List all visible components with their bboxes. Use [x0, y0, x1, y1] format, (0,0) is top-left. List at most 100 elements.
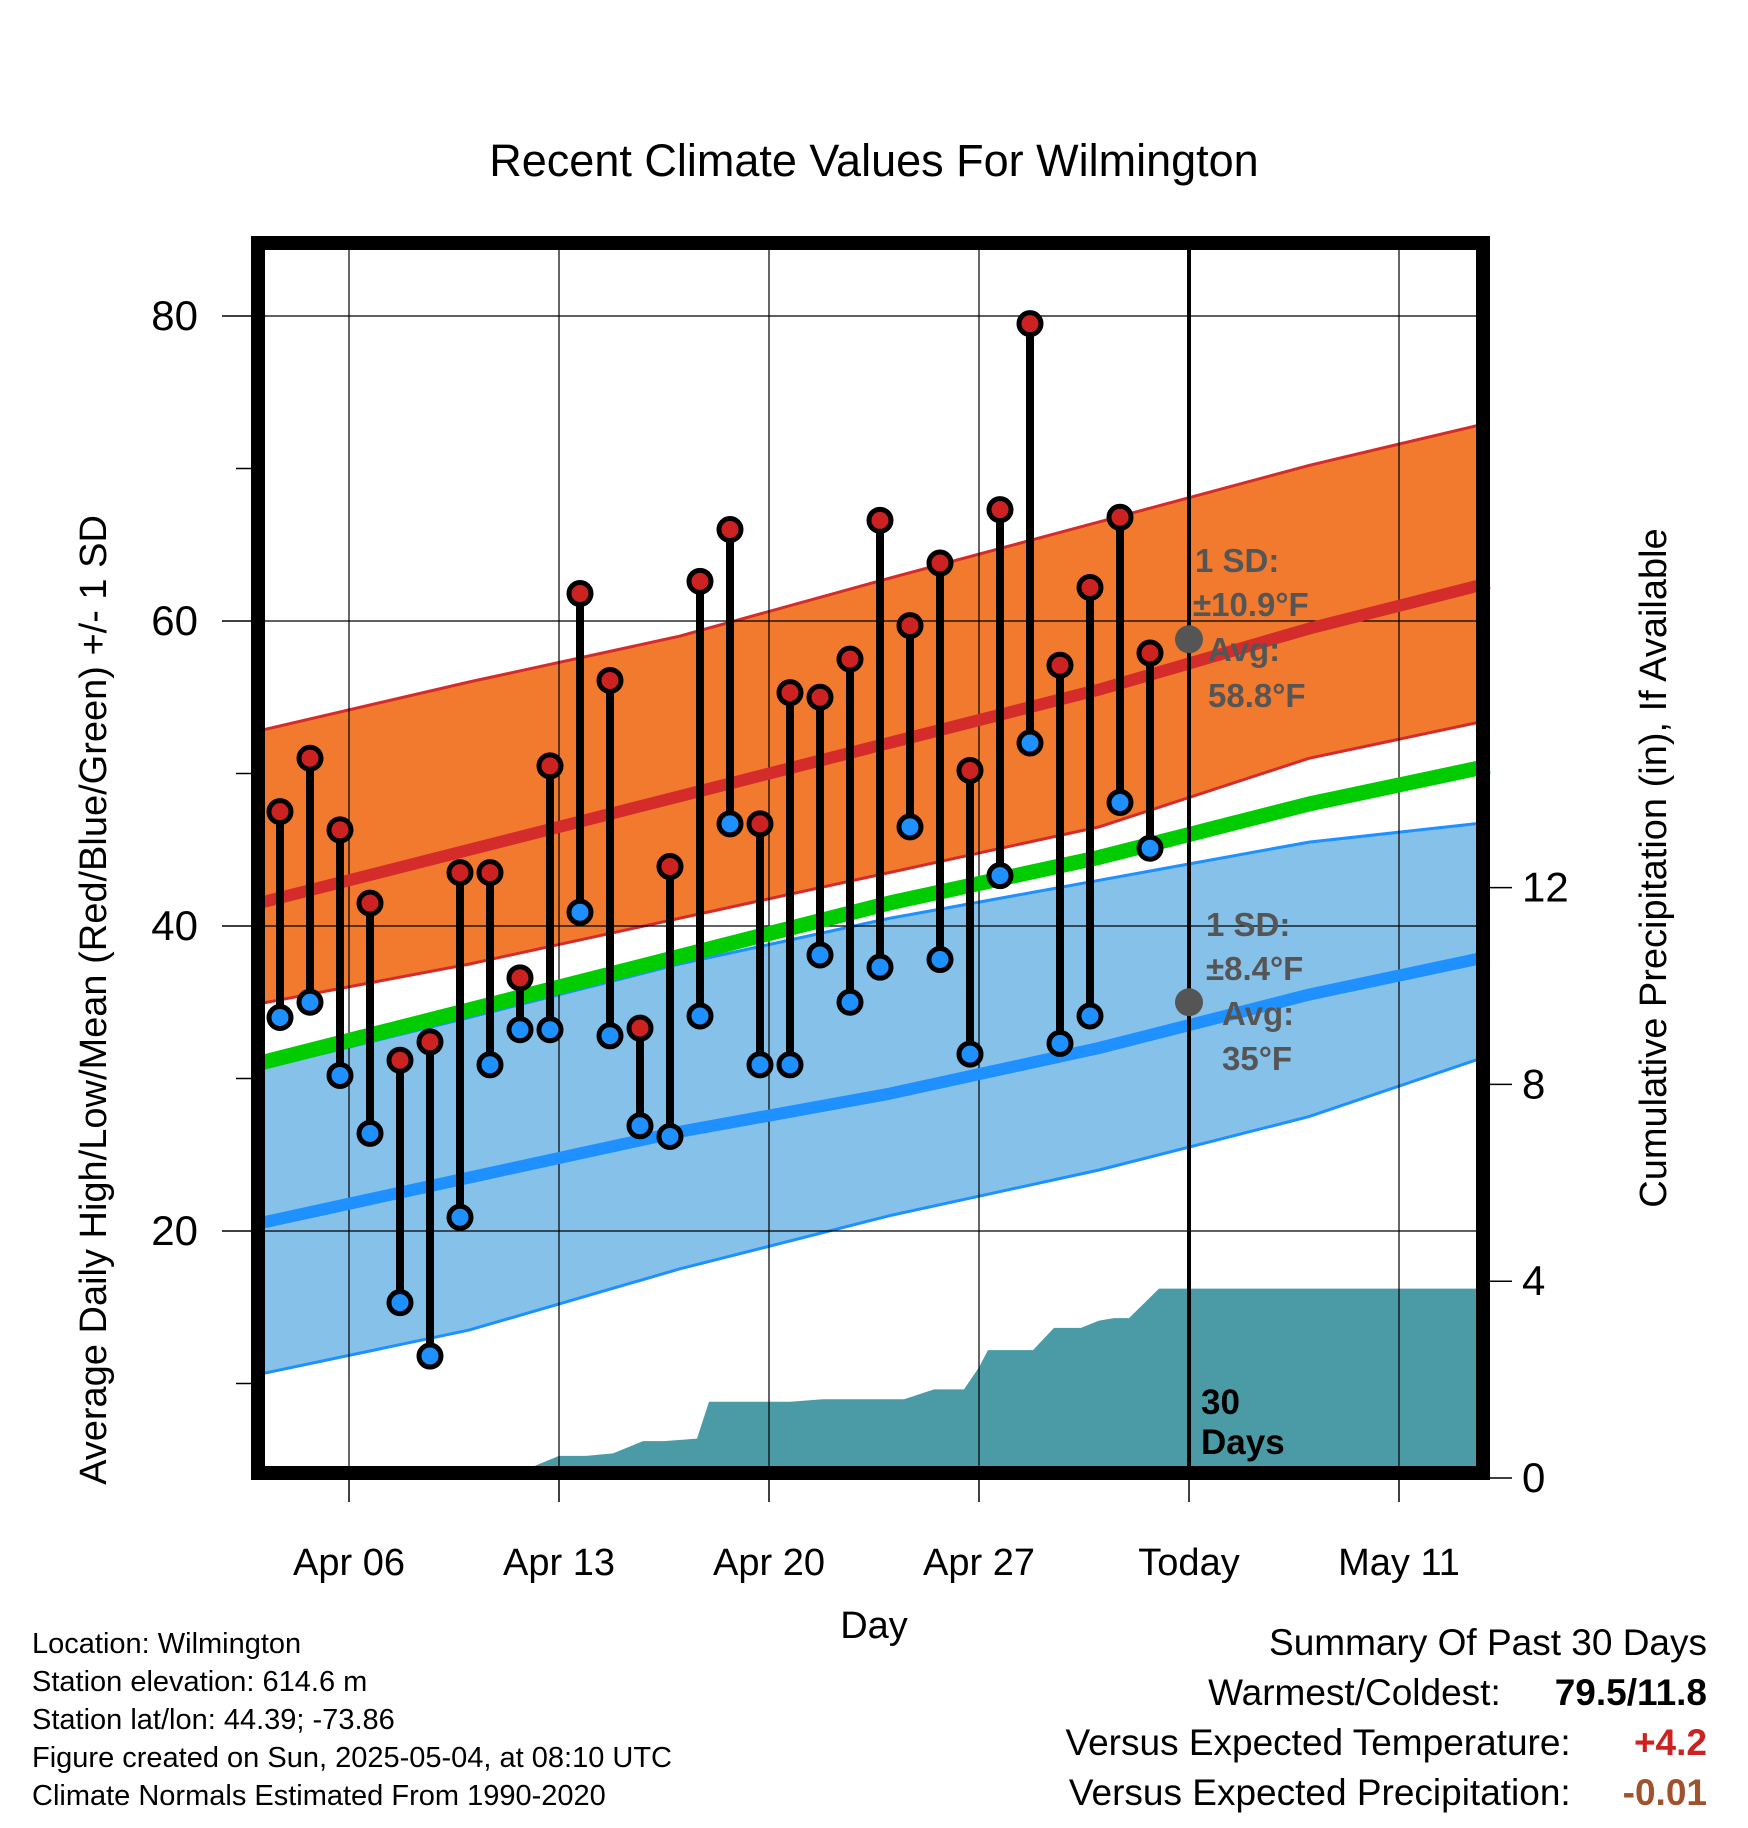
- daily-high-point: [836, 645, 864, 673]
- daily-low-point: [566, 898, 594, 926]
- daily-low-point: [626, 1112, 654, 1140]
- daily-high-point: [506, 964, 534, 992]
- daily-obs-10: [536, 752, 564, 1044]
- daily-high-point: [356, 889, 384, 917]
- daily-obs-29: [1106, 503, 1134, 816]
- daily-high-point: [686, 567, 714, 595]
- summary-warmest-value: 79.5/11.8: [1554, 1672, 1707, 1713]
- daily-obs-20: [836, 645, 864, 1016]
- daily-low-point: [866, 953, 894, 981]
- x-tick-label-2: Apr 13: [503, 1542, 615, 1584]
- low-avg-value: 35°F: [1222, 1040, 1292, 1077]
- daily-obs-28: [1076, 573, 1104, 1030]
- daily-low-point: [776, 1051, 804, 1079]
- today-label-line1: 30: [1201, 1383, 1240, 1422]
- daily-obs-6: [416, 1028, 444, 1370]
- y-right-tick-label-0: 0: [1522, 1454, 1545, 1501]
- daily-low-point: [476, 1051, 504, 1079]
- y-tick-label-80: 80: [151, 292, 198, 339]
- daily-obs-1: [266, 798, 294, 1031]
- daily-low-point: [506, 1016, 534, 1044]
- daily-low-point: [596, 1022, 624, 1050]
- daily-obs-21: [866, 506, 894, 981]
- daily-high-point: [656, 853, 684, 881]
- daily-low-point: [296, 988, 324, 1016]
- high-sd-upper-line: [258, 421, 1490, 733]
- daily-obs-3: [326, 816, 354, 1089]
- summary-temp-label: Versus Expected Temperature:: [1065, 1722, 1571, 1763]
- x-tick-label-1: Apr 06: [293, 1542, 405, 1584]
- daily-obs-17: [746, 810, 774, 1079]
- daily-obs-22: [896, 612, 924, 841]
- daily-obs-23: [926, 549, 954, 974]
- high-sd-label: 1 SD:: [1195, 542, 1279, 579]
- daily-obs-18: [776, 679, 804, 1079]
- daily-high-point: [416, 1028, 444, 1056]
- daily-low-point: [956, 1040, 984, 1068]
- high-avg-marker: [1175, 625, 1203, 654]
- info-location: Location: Wilmington: [32, 1628, 302, 1660]
- y-tick-label-20: 20: [151, 1207, 198, 1254]
- y-tick-label-60: 60: [151, 597, 198, 644]
- daily-low-point: [326, 1061, 354, 1089]
- daily-obs-2: [296, 744, 324, 1016]
- info-elevation: Station elevation: 614.6 m: [32, 1666, 368, 1698]
- x-axis-label: Day: [840, 1605, 908, 1647]
- normal-high-line: [257, 577, 1491, 909]
- daily-low-point: [806, 941, 834, 969]
- summary-precip-label: Versus Expected Precipitation:: [1068, 1772, 1571, 1813]
- daily-low-point: [1046, 1029, 1074, 1057]
- daily-obs-8: [476, 859, 504, 1079]
- daily-high-point: [626, 1014, 654, 1042]
- daily-low-point: [416, 1342, 444, 1370]
- summary-precip-row: Versus Expected Precipitation: -0.01: [1069, 1772, 1707, 1814]
- daily-high-point: [326, 816, 354, 844]
- precip-area: [259, 1288, 1489, 1478]
- daily-high-point: [1136, 639, 1164, 667]
- summary-warmest-label: Warmest/Coldest:: [1208, 1672, 1501, 1713]
- x-tick-label-6: May 11: [1338, 1542, 1460, 1584]
- daily-low-point: [1016, 729, 1044, 757]
- daily-low-point: [536, 1016, 564, 1044]
- daily-low-point: [896, 813, 924, 841]
- x-tick-label-3: Apr 20: [713, 1542, 825, 1584]
- summary-temp-value: +4.2: [1633, 1722, 1707, 1763]
- daily-high-point: [716, 516, 744, 543]
- low-sd-label: 1 SD:: [1206, 906, 1290, 943]
- summary-temp-row: Versus Expected Temperature: +4.2: [1065, 1722, 1707, 1764]
- daily-low-point: [1076, 1002, 1104, 1030]
- x-tick-label-5: Today: [1138, 1542, 1239, 1584]
- high-avg-value: 58.8°F: [1208, 677, 1306, 714]
- daily-low-point: [446, 1203, 474, 1231]
- daily-obs-26: [1016, 310, 1044, 757]
- daily-high-point: [896, 612, 924, 640]
- daily-high-point: [746, 810, 774, 838]
- daily-high-point: [476, 859, 504, 887]
- y-axis-label-right: Cumulative Precipitation (in), If Availa…: [1633, 528, 1675, 1207]
- x-tick-label-4: Apr 27: [923, 1542, 1035, 1584]
- high-sd-lower-line: [258, 718, 1490, 1006]
- daily-high-point: [596, 666, 624, 694]
- low-avg-marker: [1175, 988, 1203, 1017]
- y-right-tick-label-4: 4: [1522, 1257, 1545, 1304]
- daily-high-point: [536, 752, 564, 780]
- daily-high-point: [1046, 651, 1074, 679]
- daily-obs-25: [986, 496, 1014, 890]
- daily-high-point: [776, 679, 804, 707]
- daily-high-point: [386, 1046, 414, 1074]
- daily-obs-30: [1136, 639, 1164, 862]
- daily-low-point: [836, 988, 864, 1016]
- daily-high-point: [866, 506, 894, 534]
- chart-title: Recent Climate Values For Wilmington: [489, 135, 1258, 186]
- daily-obs-9: [506, 964, 534, 1044]
- daily-obs-19: [806, 683, 834, 969]
- today-label-line2: Days: [1201, 1423, 1285, 1462]
- daily-obs-13: [626, 1014, 654, 1140]
- plot-frame: [251, 236, 1490, 1480]
- daily-low-point: [356, 1119, 384, 1147]
- info-created: Figure created on Sun, 2025-05-04, at 08…: [32, 1742, 672, 1774]
- daily-low-point: [1136, 834, 1164, 862]
- daily-high-point: [1106, 503, 1134, 531]
- daily-low-point: [686, 1002, 714, 1030]
- daily-high-point: [566, 580, 594, 608]
